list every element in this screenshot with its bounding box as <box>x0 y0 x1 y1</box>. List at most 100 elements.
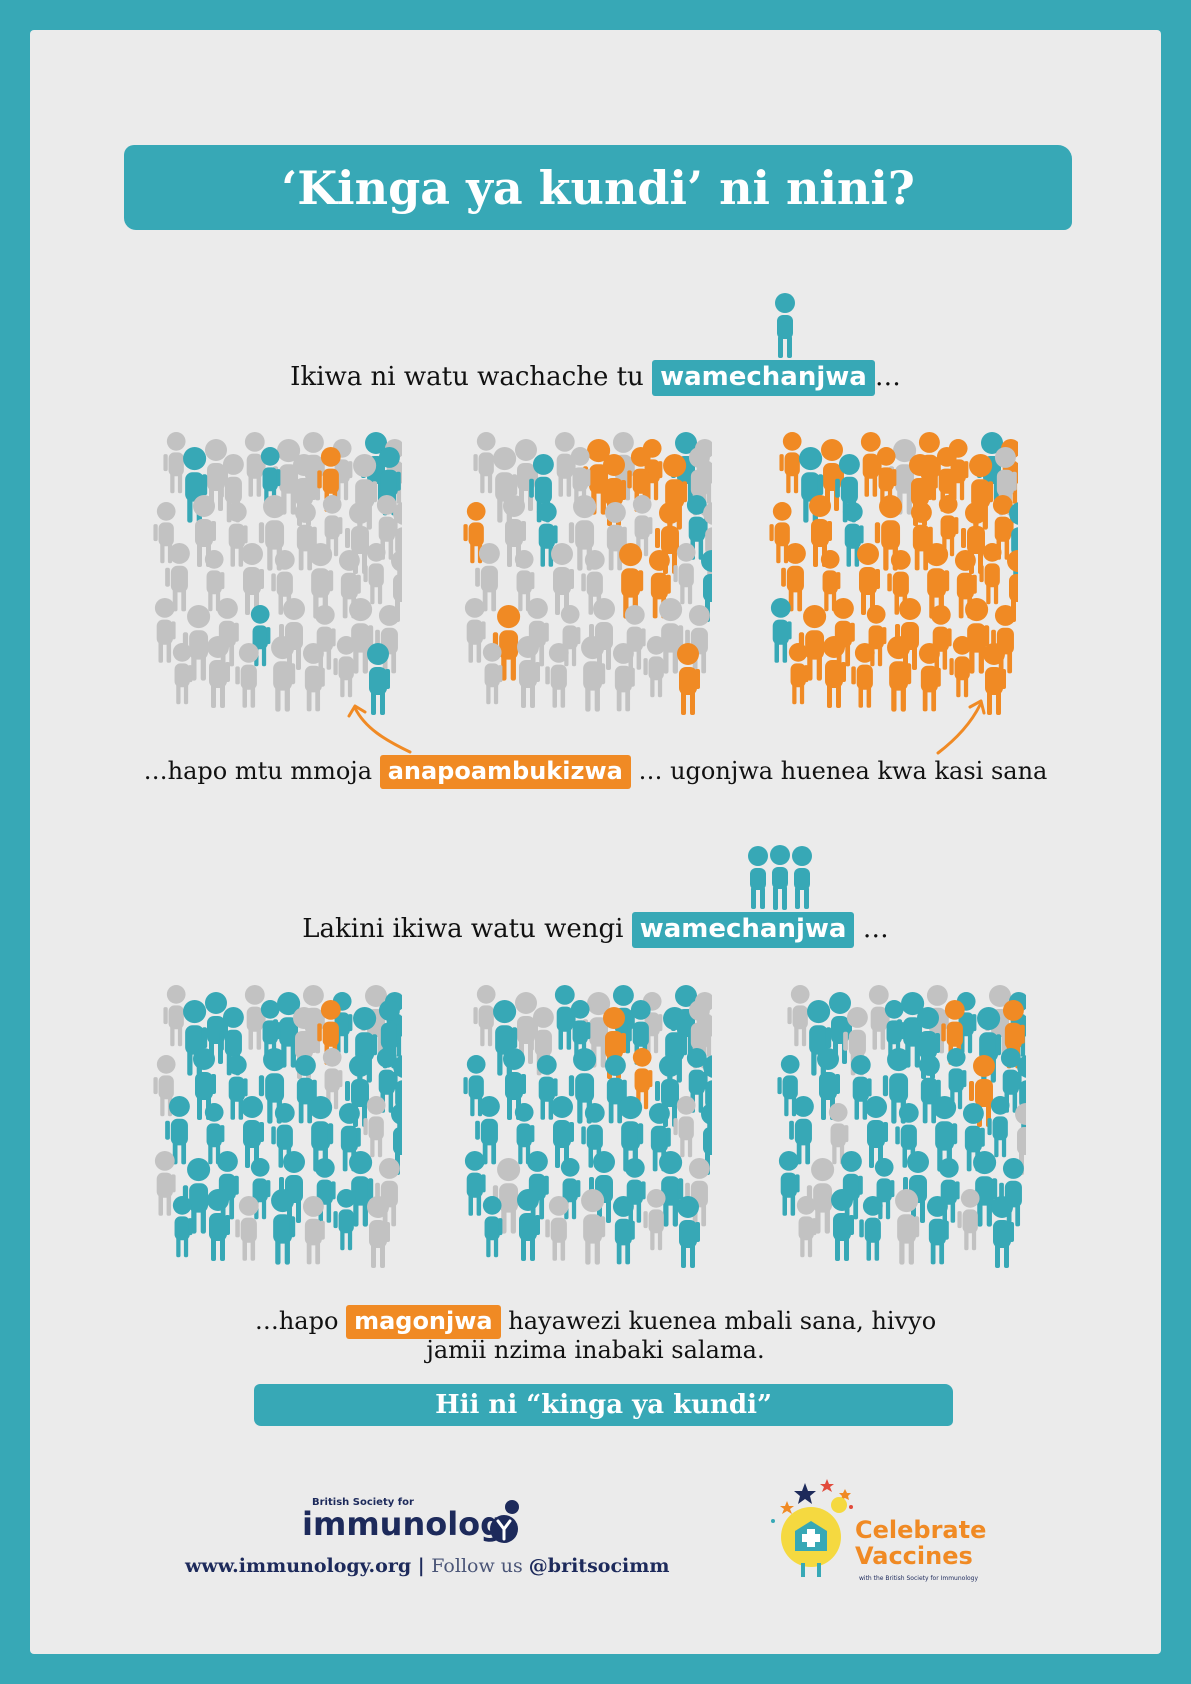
person-icon <box>604 502 627 571</box>
person-icon <box>673 543 696 605</box>
person-icon <box>464 598 486 663</box>
person-icon <box>882 1048 911 1124</box>
person-icon <box>992 495 1014 560</box>
person-icon <box>673 1096 696 1158</box>
person-icon <box>271 636 296 712</box>
person-icon <box>475 543 500 612</box>
section2-caption-line2: jamii nzima inabaki salama. <box>426 1336 765 1364</box>
person-icon <box>659 1151 684 1227</box>
person-icon <box>619 543 644 619</box>
person-icon <box>788 643 809 705</box>
person-icon <box>1000 1048 1022 1113</box>
crowd-many-vaccinated-1 <box>152 985 418 1275</box>
person-icon <box>962 1103 985 1172</box>
person-icon <box>517 636 540 708</box>
person-icon <box>333 1189 356 1251</box>
twitter-handle-link[interactable]: @britsocimm <box>528 1555 670 1577</box>
person-icon <box>165 1096 190 1165</box>
person-icon <box>612 1196 635 1265</box>
person-icon <box>560 1158 581 1220</box>
poster-sheet <box>30 30 1161 1654</box>
bsi-logo-big-text: immunolog <box>302 1505 504 1543</box>
bsi-logo[interactable]: British Society for immunolog <box>300 1497 530 1557</box>
crowd-figures <box>769 432 1034 715</box>
person-icon <box>860 432 882 497</box>
person-icon <box>965 598 990 674</box>
person-icon <box>604 1055 627 1124</box>
person-icon <box>887 636 912 712</box>
person-icon <box>163 432 186 494</box>
person-icon <box>226 1055 248 1120</box>
section1-caption-highlight: anapoambukizwa <box>379 755 631 789</box>
person-icon <box>850 1055 872 1120</box>
person-icon <box>938 495 959 557</box>
person-icon <box>182 605 211 681</box>
person-icon <box>204 1103 225 1165</box>
person-icon <box>536 502 558 567</box>
person-icon <box>624 1158 646 1223</box>
celebrate-vaccines-title: Celebrate Vaccines <box>855 1517 986 1569</box>
person-icon <box>244 985 266 1050</box>
person-icon <box>551 1096 574 1168</box>
person-icon <box>624 605 646 670</box>
person-icon <box>851 643 875 708</box>
person-icon <box>619 1096 644 1172</box>
celebrate-vaccines-mascot-icon <box>771 1479 853 1577</box>
person-icon <box>789 1096 814 1165</box>
person-icon <box>235 643 259 708</box>
person-icon <box>868 985 890 1050</box>
person-icon <box>895 1189 920 1265</box>
person-icon <box>517 1189 540 1261</box>
person-icon <box>241 543 264 615</box>
person-icon <box>918 1055 941 1124</box>
person-icon <box>226 502 248 567</box>
section2-heading: Lakini ikiwa watu wengi wamechanjwa … <box>0 912 1191 948</box>
crowd-figures <box>153 985 418 1268</box>
person-icon <box>866 605 887 667</box>
person-icon <box>969 1055 995 1127</box>
bsi-logo-small-text: British Society for <box>312 1497 414 1508</box>
person-icon <box>798 605 827 681</box>
footer-separator: | <box>411 1555 432 1577</box>
person-icon <box>979 543 1002 605</box>
person-icon <box>983 643 1006 715</box>
person-icon <box>884 1000 905 1062</box>
cv-line2: Vaccines <box>855 1542 973 1570</box>
crowd-many-vaccinated-3 <box>776 985 1042 1275</box>
person-icon <box>207 636 230 708</box>
person-icon <box>918 643 941 712</box>
person-icon <box>781 543 806 612</box>
person-icon <box>260 447 281 509</box>
person-icon <box>554 432 576 497</box>
follow-label: Follow us <box>431 1555 529 1577</box>
person-icon <box>503 495 526 567</box>
section1-heading: Ikiwa ni watu wachache tu wamechanjwa… <box>0 360 1191 396</box>
crowd-few-vaccinated-1 <box>152 432 418 722</box>
person-icon <box>831 1189 854 1261</box>
person-icon <box>367 1196 390 1268</box>
person-icon <box>778 1151 800 1216</box>
person-icon <box>954 550 977 619</box>
person-icon <box>349 598 374 674</box>
person-icon <box>859 1196 883 1261</box>
person-icon <box>949 636 972 698</box>
person-icon <box>926 1196 949 1265</box>
person-icon <box>376 1048 398 1113</box>
celebrate-vaccines-logo[interactable]: Celebrate Vaccines with the British Soci… <box>765 1475 995 1585</box>
person-icon <box>973 1151 998 1227</box>
person-icon <box>482 643 503 705</box>
section2-caption-after: hayawezi kuenea mbali sana, hivyo <box>500 1307 937 1335</box>
person-icon <box>271 1189 296 1265</box>
person-icon <box>172 1196 193 1258</box>
person-icon <box>363 543 386 605</box>
person-icon <box>183 447 208 523</box>
person-icon <box>581 1189 606 1265</box>
person-icon <box>807 1000 832 1076</box>
footer-links: www.immunology.org | Follow us @britsoci… <box>185 1555 669 1577</box>
person-icon <box>294 1055 317 1124</box>
website-link[interactable]: www.immunology.org <box>185 1555 412 1577</box>
person-icon <box>787 985 810 1047</box>
person-icon <box>349 1151 374 1227</box>
crowd-few-vaccinated-2 <box>462 432 728 722</box>
person-icon <box>643 636 666 698</box>
